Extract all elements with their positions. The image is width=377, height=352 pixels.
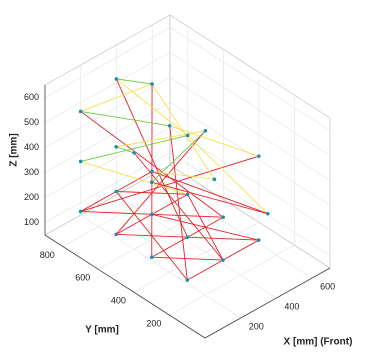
edge — [151, 213, 224, 218]
node — [185, 133, 190, 138]
node — [256, 238, 261, 242]
x-tick-label: 600 — [320, 281, 335, 291]
grid-line — [169, 27, 331, 131]
node — [114, 189, 119, 194]
x-tick-label: 400 — [284, 301, 299, 311]
axis-line — [44, 234, 206, 339]
node — [149, 180, 154, 185]
edge — [169, 125, 188, 281]
node — [221, 215, 225, 220]
grid-line — [169, 244, 295, 316]
z-axis-label: Z [mm] — [9, 133, 20, 166]
node — [78, 209, 83, 214]
grid-line — [44, 77, 171, 148]
edge — [116, 78, 153, 85]
node — [185, 235, 190, 240]
node — [167, 123, 172, 128]
node — [114, 232, 118, 237]
node — [150, 82, 154, 86]
edge — [80, 111, 224, 218]
grid-line — [80, 214, 241, 319]
edge — [80, 134, 188, 162]
edge — [151, 130, 206, 183]
node — [132, 151, 136, 155]
z-tick-label: 600 — [24, 92, 39, 102]
grid-line — [44, 102, 171, 173]
edge — [151, 83, 215, 180]
edge — [133, 152, 224, 261]
z-tick-label: 100 — [24, 217, 39, 227]
z-tick-label: 300 — [24, 167, 39, 177]
node — [150, 212, 154, 217]
edge — [151, 213, 259, 241]
axis-line — [204, 267, 331, 339]
node — [212, 177, 217, 182]
edge — [152, 170, 215, 180]
edge — [116, 78, 188, 136]
grid-line — [116, 194, 277, 299]
node — [78, 109, 83, 114]
node — [257, 154, 261, 158]
node — [203, 128, 208, 133]
edge — [187, 236, 259, 241]
edge — [80, 161, 188, 195]
node — [185, 278, 190, 282]
edge — [187, 135, 269, 214]
edge — [80, 83, 153, 112]
z-tick-label: 200 — [24, 192, 39, 202]
grid-line — [44, 127, 171, 198]
y-tick-label: 400 — [111, 296, 126, 306]
z-tick-label: 400 — [24, 142, 39, 152]
grid-line — [169, 152, 331, 256]
edge — [169, 125, 259, 157]
grid-line — [44, 27, 171, 98]
y-axis-label: Y [mm] — [85, 325, 119, 336]
node — [221, 258, 225, 262]
y-tick-label: 600 — [75, 273, 90, 283]
node — [114, 145, 118, 149]
y-tick-label: 800 — [40, 250, 55, 260]
x-tick-label: 200 — [249, 321, 264, 331]
node — [114, 77, 119, 81]
z-tick-label: 500 — [24, 117, 39, 127]
edge — [80, 111, 170, 127]
edge — [116, 146, 135, 154]
node — [185, 192, 190, 197]
node — [265, 211, 270, 216]
node — [150, 169, 154, 174]
grid-line — [44, 52, 171, 123]
x-axis-label: X [mm] (Front) — [284, 337, 353, 348]
grid-line — [169, 102, 331, 206]
edge — [80, 210, 152, 215]
grid-line — [169, 77, 331, 181]
edge — [115, 130, 206, 235]
edge — [116, 130, 206, 148]
edge — [151, 181, 268, 215]
grid-line — [44, 152, 171, 223]
grid-line — [98, 199, 224, 270]
grid-line — [133, 221, 260, 293]
node — [78, 159, 83, 164]
node — [149, 255, 154, 260]
edge — [80, 155, 259, 212]
grid-line — [169, 52, 331, 156]
y-tick-label: 200 — [146, 318, 161, 328]
edge — [151, 256, 224, 261]
grid-line — [151, 174, 313, 279]
